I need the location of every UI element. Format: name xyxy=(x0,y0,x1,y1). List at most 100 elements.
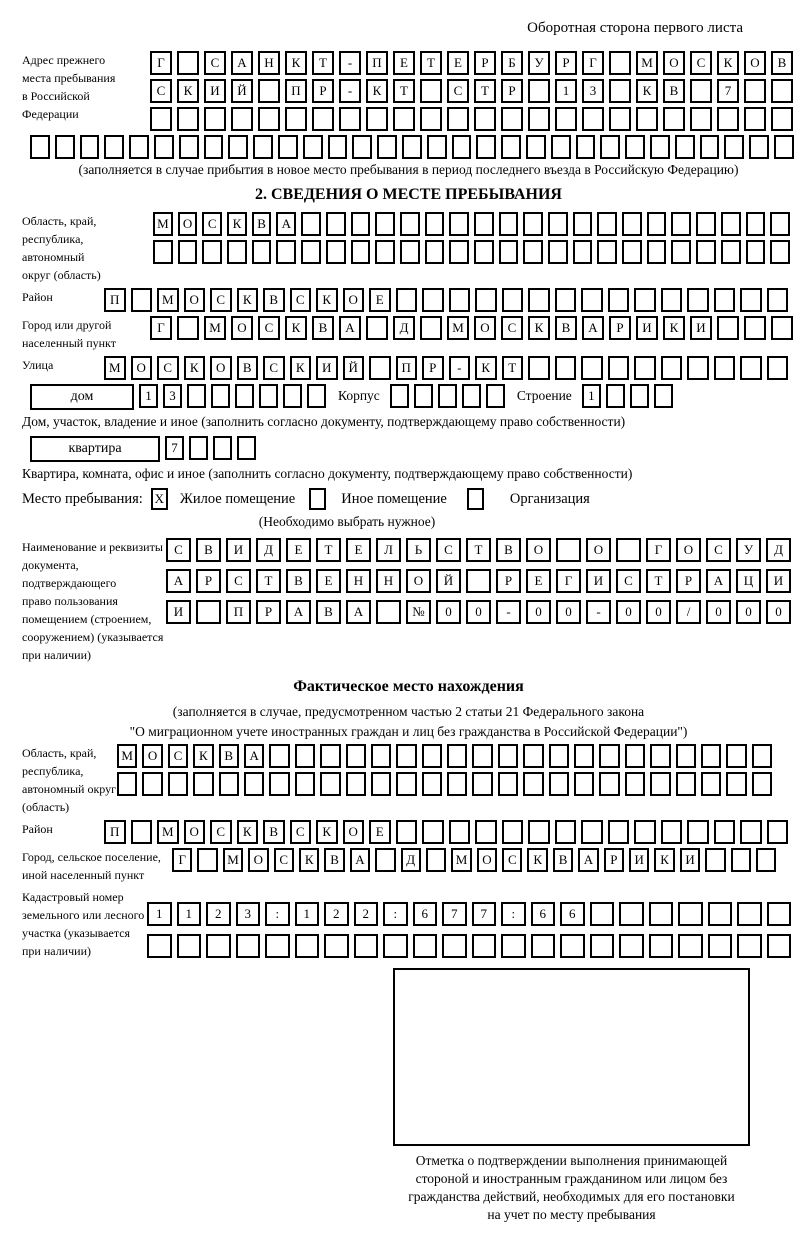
char-cell[interactable] xyxy=(259,384,278,408)
char-cell[interactable]: И xyxy=(629,848,650,872)
char-cell[interactable]: С xyxy=(706,538,731,562)
char-cell[interactable] xyxy=(740,356,762,380)
char-cell[interactable] xyxy=(636,107,658,131)
char-cell[interactable] xyxy=(251,240,272,264)
char-cell[interactable]: К xyxy=(366,79,388,103)
char-cell[interactable] xyxy=(283,384,302,408)
char-cell[interactable] xyxy=(472,744,493,768)
char-cell[interactable]: : xyxy=(383,902,408,926)
char-cell[interactable] xyxy=(726,744,747,768)
char-cell[interactable] xyxy=(177,107,199,131)
char-cell[interactable] xyxy=(352,135,373,159)
char-cell[interactable] xyxy=(277,135,298,159)
char-cell[interactable]: О xyxy=(474,316,496,340)
char-cell[interactable] xyxy=(466,569,491,593)
char-cell[interactable] xyxy=(243,772,265,796)
char-cell[interactable] xyxy=(301,212,321,236)
char-cell[interactable]: Г xyxy=(172,848,193,872)
char-cell[interactable] xyxy=(501,107,523,131)
char-cell[interactable] xyxy=(751,744,773,768)
char-cell[interactable] xyxy=(142,772,163,796)
char-cell[interactable] xyxy=(726,772,747,796)
char-cell[interactable] xyxy=(285,107,307,131)
char-cell[interactable] xyxy=(177,316,199,340)
char-cell[interactable]: К xyxy=(475,356,497,380)
char-cell[interactable] xyxy=(369,356,391,380)
char-cell[interactable]: И xyxy=(690,316,712,340)
char-cell[interactable]: А xyxy=(276,212,297,236)
char-cell[interactable] xyxy=(375,240,395,264)
char-cell[interactable] xyxy=(473,212,494,236)
char-cell[interactable]: - xyxy=(339,79,361,103)
char-cell[interactable]: 1 xyxy=(555,79,577,103)
char-cell[interactable]: : xyxy=(265,902,290,926)
char-cell[interactable]: М xyxy=(157,820,179,844)
char-cell[interactable] xyxy=(650,772,671,796)
char-cell[interactable] xyxy=(253,135,273,159)
char-cell[interactable]: К xyxy=(654,848,675,872)
char-cell[interactable]: О xyxy=(210,356,232,380)
char-cell[interactable]: Т xyxy=(312,51,334,75)
char-cell[interactable]: С xyxy=(289,820,311,844)
char-cell[interactable]: Й xyxy=(231,79,253,103)
char-cell[interactable]: : xyxy=(501,902,526,926)
char-cell[interactable] xyxy=(425,848,447,872)
char-cell[interactable] xyxy=(671,212,692,236)
char-cell[interactable] xyxy=(117,772,138,796)
char-cell[interactable] xyxy=(713,356,735,380)
char-cell[interactable]: А xyxy=(582,316,604,340)
char-cell[interactable]: О xyxy=(142,744,163,768)
char-cell[interactable] xyxy=(528,356,550,380)
char-cell[interactable]: 1 xyxy=(176,902,201,926)
char-cell[interactable] xyxy=(624,772,646,796)
char-cell[interactable]: Л xyxy=(376,538,401,562)
char-cell[interactable]: 0 xyxy=(736,600,761,624)
char-cell[interactable]: Р xyxy=(496,569,521,593)
char-cell[interactable]: И xyxy=(679,848,701,872)
char-cell[interactable] xyxy=(707,934,732,958)
char-cell[interactable] xyxy=(572,212,593,236)
char-cell[interactable]: - xyxy=(586,600,611,624)
char-cell[interactable]: В xyxy=(251,212,272,236)
char-cell[interactable]: С xyxy=(226,569,251,593)
char-cell[interactable] xyxy=(193,772,214,796)
char-cell[interactable]: В xyxy=(196,538,221,562)
char-cell[interactable] xyxy=(350,240,371,264)
char-cell[interactable] xyxy=(393,107,415,131)
char-cell[interactable]: Р xyxy=(256,600,281,624)
char-cell[interactable] xyxy=(475,820,497,844)
char-cell[interactable] xyxy=(619,934,644,958)
char-cell[interactable] xyxy=(485,384,505,408)
char-cell[interactable] xyxy=(324,934,349,958)
char-cell[interactable]: С xyxy=(273,848,294,872)
char-cell[interactable]: Р xyxy=(422,356,444,380)
char-cell[interactable] xyxy=(213,436,232,460)
char-cell[interactable] xyxy=(740,288,762,312)
char-cell[interactable] xyxy=(671,240,692,264)
char-cell[interactable] xyxy=(737,934,762,958)
char-cell[interactable]: К xyxy=(298,848,320,872)
char-cell[interactable] xyxy=(687,820,709,844)
char-cell[interactable]: М xyxy=(636,51,658,75)
char-cell[interactable] xyxy=(749,135,769,159)
char-cell[interactable] xyxy=(548,772,570,796)
char-cell[interactable]: - xyxy=(448,356,470,380)
char-cell[interactable]: Й xyxy=(436,569,461,593)
char-cell[interactable]: 1 xyxy=(139,384,158,408)
char-cell[interactable] xyxy=(448,820,470,844)
char-cell[interactable]: В xyxy=(263,288,285,312)
char-cell[interactable] xyxy=(206,934,231,958)
char-cell[interactable] xyxy=(649,135,670,159)
char-cell[interactable] xyxy=(276,240,297,264)
char-cell[interactable] xyxy=(366,107,388,131)
char-cell[interactable] xyxy=(646,212,667,236)
char-cell[interactable] xyxy=(497,744,519,768)
char-cell[interactable] xyxy=(744,79,766,103)
char-cell[interactable] xyxy=(740,820,762,844)
char-cell[interactable]: Й xyxy=(342,356,364,380)
char-cell[interactable]: Р xyxy=(501,79,523,103)
char-cell[interactable] xyxy=(600,135,621,159)
char-cell[interactable]: И xyxy=(226,538,251,562)
char-cell[interactable]: В xyxy=(312,316,334,340)
char-cell[interactable]: 0 xyxy=(466,600,491,624)
